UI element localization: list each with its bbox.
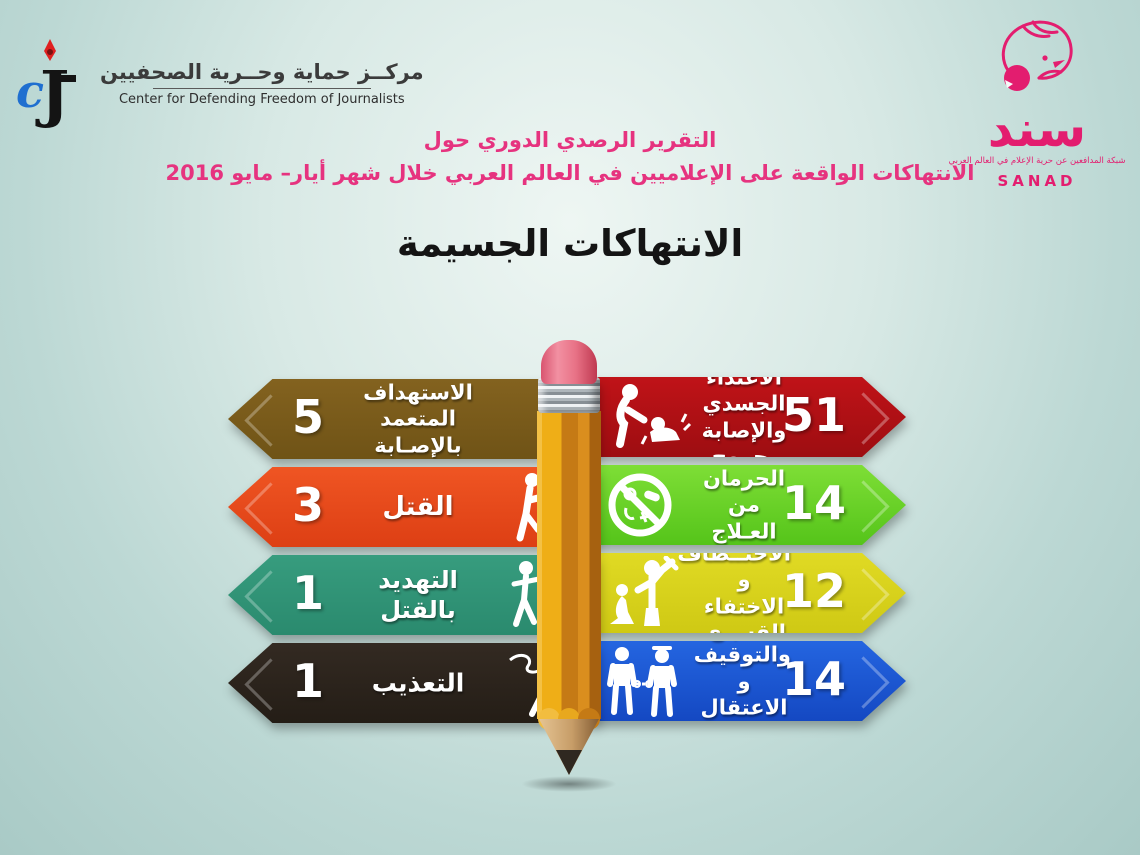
ribbon-value: 5 xyxy=(292,389,325,444)
ribbon-physical-assault: الاعتداء الجسدي والإصابة بجروح 51 xyxy=(592,377,906,457)
ribbon-value: 14 xyxy=(781,651,846,706)
ribbon-label-line1: الاختــطاف و xyxy=(677,541,791,592)
cdfj-monogram-icon: c J xyxy=(14,37,86,130)
ribbon-value: 14 xyxy=(781,475,846,530)
ribbon-kidnapping-disappearance: الاختــطاف و الاختفاء القسري 12 xyxy=(592,553,906,633)
cdfj-divider xyxy=(152,87,371,89)
sanad-bird-icon xyxy=(1001,20,1073,91)
ribbon-killing: القتل 3 xyxy=(228,467,598,547)
ribbon-label-line1: الاعتداء الجسدي xyxy=(702,365,786,416)
ribbon-label-line2: العـلاج xyxy=(711,519,777,544)
chevron-left-icon xyxy=(244,570,297,623)
page-title: الانتهاكات الجسيمة xyxy=(396,222,744,265)
pencil-illustration xyxy=(521,340,617,796)
sanad-logo: سند شبكة المدافعين عن حرية الإعلام في ال… xyxy=(949,14,1126,190)
ribbon-value: 1 xyxy=(292,653,325,708)
ribbon-denial-of-treatment: الحرمان من العـلاج 14 xyxy=(592,465,906,545)
pencil-graphite-tip xyxy=(556,750,582,775)
ribbon-value: 12 xyxy=(781,563,846,618)
sanad-wordmark: سند xyxy=(987,100,1087,158)
subtitle-line1: التقرير الرصدي الدوري حول xyxy=(423,128,717,152)
pencil-body xyxy=(537,411,601,719)
chevron-left-icon xyxy=(244,658,297,711)
subtitle-line2: الانتهاكات الواقعة على الإعلاميين في الع… xyxy=(165,161,975,185)
ribbon-label-line2: الاعتقال التعسفي xyxy=(697,695,791,746)
ribbon-label-line1: الحرمان من xyxy=(702,466,786,517)
beating-person-icon xyxy=(600,380,692,454)
sanad-name-english: SANAD xyxy=(997,172,1077,190)
cdfj-name-arabic: مركــز حماية وحــرية الصحفيين xyxy=(100,59,424,84)
ribbon-value: 3 xyxy=(292,477,325,532)
ribbon-arbitrary-detention: السجن والتوقيف و الاعتقال التعسفي 14 xyxy=(592,641,906,721)
ribbon-label-line1: التهديد بالقتل xyxy=(378,566,458,624)
handcuffed-arrest-icon xyxy=(600,644,692,718)
ribbon-value: 51 xyxy=(781,387,846,442)
svg-text:J: J xyxy=(35,57,69,129)
svg-text:c: c xyxy=(16,64,44,118)
cdfj-logo: c J مركــز حماية وحــرية الصحفيين Center… xyxy=(14,37,424,130)
chevron-left-icon xyxy=(244,394,297,447)
report-subtitle: التقرير الرصدي الدوري حول الانتهاكات الو… xyxy=(120,128,1020,185)
ribbon-label-line2: بالإصـابة xyxy=(374,433,462,458)
ribbon-value: 1 xyxy=(292,565,325,620)
ribbon-death-threat: التهديد بالقتل 1 xyxy=(228,555,598,635)
pencil-shadow xyxy=(521,776,617,792)
ribbon-label-line1: القتل xyxy=(382,491,454,522)
ribbon-label-line1: السجن والتوقيف و xyxy=(693,642,791,693)
ribbon-label-line1: التعذيب xyxy=(371,668,465,698)
ribbon-label-line2: الاختفاء القسري xyxy=(702,594,786,645)
sanad-tagline: شبكة المدافعين عن حرية الإعلام في العالم… xyxy=(948,156,1126,166)
ribbon-label-line2: والإصابة بجروح xyxy=(701,418,787,469)
chevron-left-icon xyxy=(244,482,297,535)
kidnapping-icon xyxy=(600,555,692,630)
cdfj-name-english: Center for Defending Freedom of Journali… xyxy=(118,91,405,107)
ribbon-label-line1: الاستهداف المتعمد xyxy=(363,380,473,431)
pencil-eraser xyxy=(541,340,597,384)
no-medical-treatment-icon xyxy=(600,468,692,542)
